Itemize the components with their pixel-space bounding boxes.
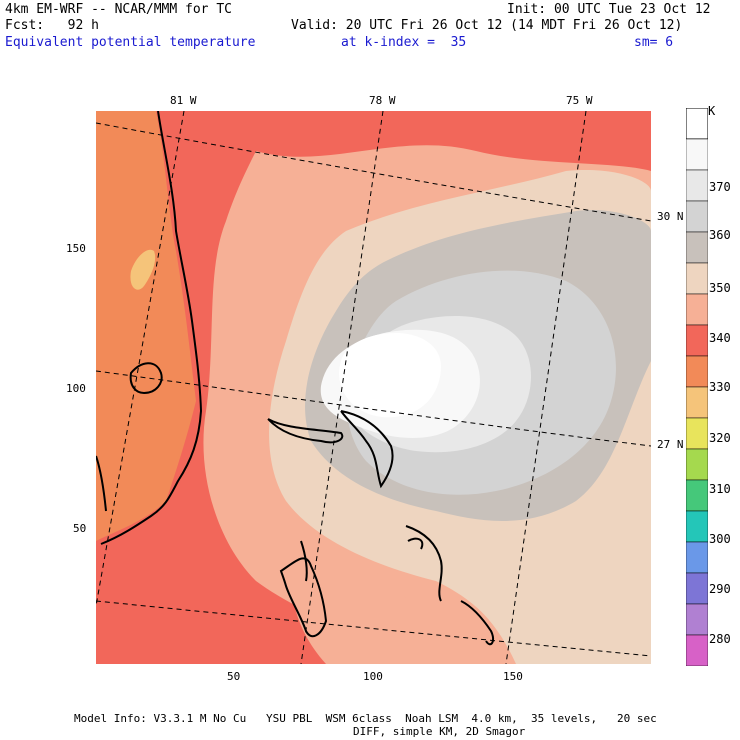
lon-label-78w: 78 W bbox=[369, 94, 396, 107]
florida-west-coast bbox=[96, 455, 107, 512]
colorbar-seg-13 bbox=[686, 510, 708, 543]
model-title: 4km EM-WRF -- NCAR/MMM for TC bbox=[5, 2, 232, 17]
field-band-375 bbox=[339, 333, 441, 418]
colorbar-seg-1 bbox=[686, 138, 708, 171]
colorbar-seg-17 bbox=[686, 634, 708, 666]
colorbar-label-310: 310 bbox=[709, 482, 731, 496]
model-info-line2: DIFF, simple KM, 2D Smagor bbox=[353, 725, 526, 738]
colorbar-label-370: 370 bbox=[709, 180, 731, 194]
theta-e-map bbox=[96, 111, 651, 664]
valid-time: Valid: 20 UTC Fri 26 Oct 12 (14 MDT Fri … bbox=[291, 18, 683, 33]
eleuthera bbox=[405, 525, 443, 602]
colorbar-seg-3 bbox=[686, 200, 708, 233]
florida-coast bbox=[100, 111, 203, 545]
abaco bbox=[340, 410, 394, 489]
long-island bbox=[407, 537, 424, 550]
colorbar-seg-10 bbox=[686, 417, 708, 450]
colorbar-seg-11 bbox=[686, 448, 708, 481]
colorbar-seg-0 bbox=[686, 108, 708, 140]
colorbar-label-350: 350 bbox=[709, 281, 731, 295]
lat-label-30n: 30 N bbox=[657, 210, 684, 223]
colorbar-seg-7 bbox=[686, 324, 708, 357]
colorbar-seg-6 bbox=[686, 293, 708, 326]
andros-north bbox=[300, 540, 308, 582]
forecast-hour: Fcst: 92 h bbox=[5, 18, 99, 33]
field-band-lower bbox=[292, 541, 424, 664]
lon-label-81w: 81 W bbox=[170, 94, 197, 107]
andros bbox=[279, 557, 328, 638]
colorbar-seg-4 bbox=[686, 231, 708, 264]
colorbar-seg-2 bbox=[686, 169, 708, 202]
x-tick-50: 50 bbox=[227, 670, 241, 683]
colorbar-seg-8 bbox=[686, 355, 708, 388]
colorbar-seg-16 bbox=[686, 603, 708, 636]
smoothing-info: sm= 6 bbox=[634, 35, 674, 50]
colorbar-label-290: 290 bbox=[709, 582, 731, 596]
level-info: at k-index = 35 bbox=[341, 35, 467, 50]
lat-label-27n: 27 N bbox=[657, 438, 684, 451]
lon-line-81w bbox=[96, 111, 185, 607]
colorbar-label-340: 340 bbox=[709, 331, 731, 345]
exuma bbox=[460, 600, 495, 646]
coastlines bbox=[96, 111, 495, 646]
x-tick-100: 100 bbox=[363, 670, 383, 683]
field-name: Equivalent potential temperature bbox=[5, 35, 256, 50]
colorbar-seg-9 bbox=[686, 386, 708, 419]
colorbar-label-320: 320 bbox=[709, 431, 731, 445]
colorbar-seg-14 bbox=[686, 541, 708, 574]
lon-line-78w bbox=[300, 111, 384, 664]
y-tick-50: 50 bbox=[73, 522, 87, 535]
colorbar-seg-15 bbox=[686, 572, 708, 605]
lat-line-24n bbox=[96, 600, 651, 657]
y-tick-100: 100 bbox=[66, 382, 86, 395]
colorbar-label-330: 330 bbox=[709, 380, 731, 394]
model-info-line1: Model Info: V3.3.1 M No Cu YSU PBL WSM 6… bbox=[74, 712, 657, 725]
lon-label-75w: 75 W bbox=[566, 94, 593, 107]
colorbar-label-280: 280 bbox=[709, 632, 731, 646]
colorbar-label-360: 360 bbox=[709, 228, 731, 242]
colorbar bbox=[686, 108, 708, 666]
lake-okeechobee bbox=[129, 362, 163, 395]
colorbar-seg-5 bbox=[686, 262, 708, 295]
x-tick-150: 150 bbox=[503, 670, 523, 683]
y-tick-150: 150 bbox=[66, 242, 86, 255]
field-band-335 bbox=[130, 249, 156, 290]
colorbar-unit: K bbox=[708, 104, 716, 118]
init-time: Init: 00 UTC Tue 23 Oct 12 bbox=[507, 2, 711, 17]
colorbar-label-300: 300 bbox=[709, 532, 731, 546]
grand-bahama bbox=[267, 418, 344, 444]
lon-line-75w bbox=[505, 111, 587, 664]
colorbar-seg-12 bbox=[686, 479, 708, 512]
